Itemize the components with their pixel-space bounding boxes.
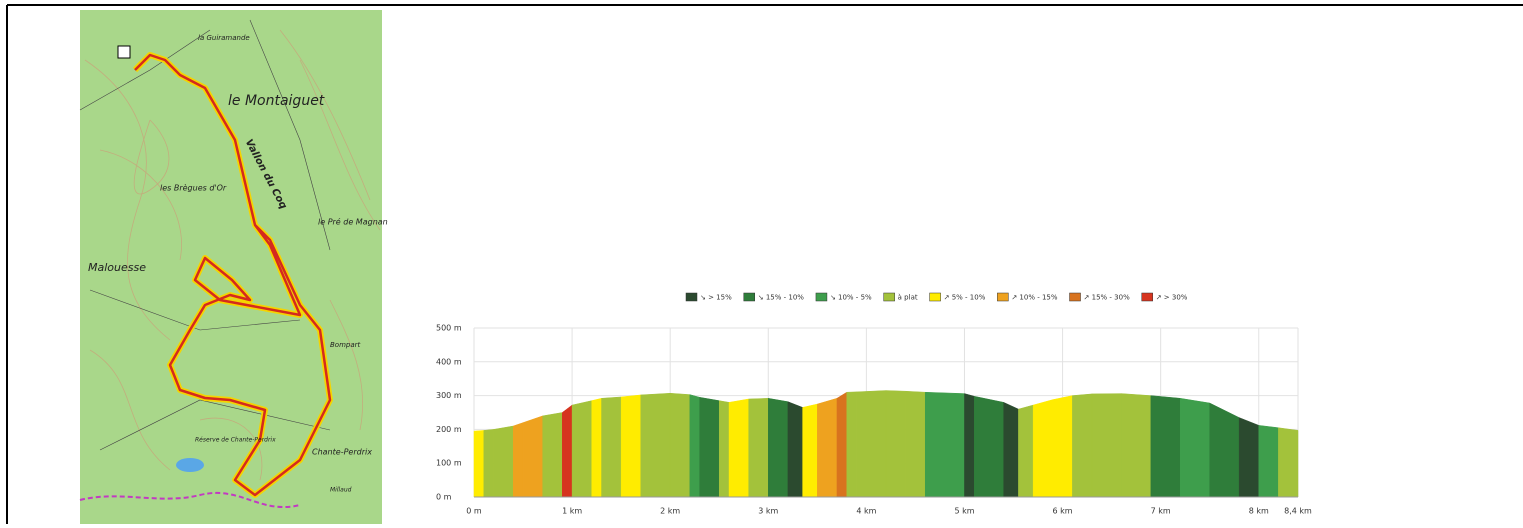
elevation-chart: 0 m 100 m 200 m 300 m 400 m 500 m 0 m 1 km 2 km 3… bbox=[436, 293, 1312, 516]
legend-label: à plat bbox=[898, 294, 918, 302]
x-tick-label: 2 km bbox=[660, 507, 680, 516]
slope-segment bbox=[886, 391, 906, 497]
slope-segment bbox=[817, 398, 837, 497]
slope-segment bbox=[906, 391, 926, 497]
legend-swatch bbox=[1070, 293, 1081, 301]
legend-swatch bbox=[997, 293, 1008, 301]
legend-swatch bbox=[930, 293, 941, 301]
slope-segment bbox=[1053, 396, 1073, 497]
slope-segment bbox=[729, 399, 749, 497]
slope-segment bbox=[1180, 398, 1209, 497]
slope-segment bbox=[803, 404, 818, 497]
map-label: Chante-Perdrix bbox=[312, 448, 372, 457]
map: le Montaiguet Vallon du Coq Malouesse le… bbox=[80, 10, 388, 524]
map-label: Réserve de Chante-Perdrix bbox=[195, 437, 276, 444]
y-tick-label: 400 m bbox=[436, 357, 462, 366]
slope-segment bbox=[572, 401, 592, 497]
map-label: Millaud bbox=[330, 487, 352, 494]
map-label: le Pré de Magnan bbox=[318, 217, 388, 227]
start-flag bbox=[118, 46, 130, 58]
slope-segment bbox=[1278, 428, 1298, 497]
slope-segment bbox=[1121, 394, 1150, 497]
slope-segment bbox=[670, 393, 690, 497]
slope-segment bbox=[592, 398, 602, 497]
slope-segment bbox=[1210, 403, 1239, 497]
map-label: les Brègues d'Or bbox=[160, 183, 227, 193]
slope-segment bbox=[523, 416, 543, 497]
slope-segment bbox=[857, 391, 886, 497]
slope-segment bbox=[690, 395, 700, 497]
x-tick-label: 6 km bbox=[1053, 507, 1073, 516]
map-label: la Guiramande bbox=[198, 34, 250, 42]
x-tick-label: 7 km bbox=[1151, 507, 1171, 516]
x-tick-label: 4 km bbox=[856, 507, 876, 516]
slope-segment bbox=[925, 392, 964, 497]
slope-segment bbox=[621, 395, 641, 497]
legend-label: ↘ > 15% bbox=[700, 294, 732, 302]
x-tick-label: 8,4 km bbox=[1284, 507, 1312, 516]
y-tick-label: 200 m bbox=[436, 425, 462, 434]
legend-label: ↗ > 30% bbox=[1156, 294, 1188, 302]
y-tick-label: 0 m bbox=[436, 493, 452, 502]
x-tick-label: 3 km bbox=[758, 507, 778, 516]
slope-segment bbox=[484, 429, 494, 497]
slope-segment bbox=[513, 423, 523, 497]
slope-segment bbox=[641, 393, 670, 497]
slope-segment bbox=[1072, 394, 1092, 497]
slope-segment bbox=[1259, 425, 1279, 497]
slope-segment bbox=[1151, 396, 1180, 497]
slope-segment bbox=[974, 396, 1003, 497]
map-label: Bompart bbox=[330, 341, 361, 349]
x-tick-label: 8 km bbox=[1249, 507, 1269, 516]
slope-segment bbox=[1239, 418, 1259, 497]
x-tick-label: 0 m bbox=[466, 507, 482, 516]
slope-segment bbox=[543, 413, 563, 498]
slope-segment bbox=[474, 430, 484, 497]
legend-label: ↗ 10% - 15% bbox=[1011, 294, 1058, 302]
slope-segment bbox=[1092, 394, 1121, 497]
lake bbox=[176, 458, 204, 472]
y-tick-label: 100 m bbox=[436, 459, 462, 468]
slope-segment bbox=[700, 397, 720, 497]
slope-segment bbox=[964, 394, 974, 497]
slope-segment bbox=[1018, 405, 1033, 497]
slope-segment bbox=[837, 392, 847, 497]
legend-label: ↘ 15% - 10% bbox=[758, 294, 805, 302]
x-tick-label: 5 km bbox=[954, 507, 974, 516]
legend-swatch bbox=[1142, 293, 1153, 301]
legend-swatch bbox=[816, 293, 827, 301]
legend-swatch bbox=[744, 293, 755, 301]
y-tick-label: 500 m bbox=[436, 324, 462, 333]
slope-segment bbox=[719, 401, 729, 497]
slope-segment bbox=[1004, 402, 1019, 497]
x-tick-label: 1 km bbox=[562, 507, 582, 516]
legend-label: ↗ 5% - 10% bbox=[944, 294, 986, 302]
slope-segment bbox=[847, 392, 857, 497]
y-tick-label: 300 m bbox=[436, 391, 462, 400]
slope-segment bbox=[494, 426, 514, 497]
legend-label: ↘ 10% - 5% bbox=[830, 294, 872, 302]
legend-swatch bbox=[884, 293, 895, 301]
legend-label: ↗ 15% - 30% bbox=[1084, 294, 1131, 302]
slope-segment bbox=[788, 402, 803, 497]
slope-segment bbox=[562, 405, 572, 497]
slope-segment bbox=[768, 398, 788, 497]
slope-segment bbox=[602, 397, 622, 497]
legend-swatch bbox=[686, 293, 697, 301]
page: le Montaiguet Vallon du Coq Malouesse le… bbox=[0, 0, 1523, 524]
slope-segment bbox=[1033, 400, 1053, 497]
slope-segment bbox=[749, 398, 769, 497]
map-label: Malouesse bbox=[88, 261, 146, 274]
map-label: le Montaiguet bbox=[228, 93, 325, 109]
